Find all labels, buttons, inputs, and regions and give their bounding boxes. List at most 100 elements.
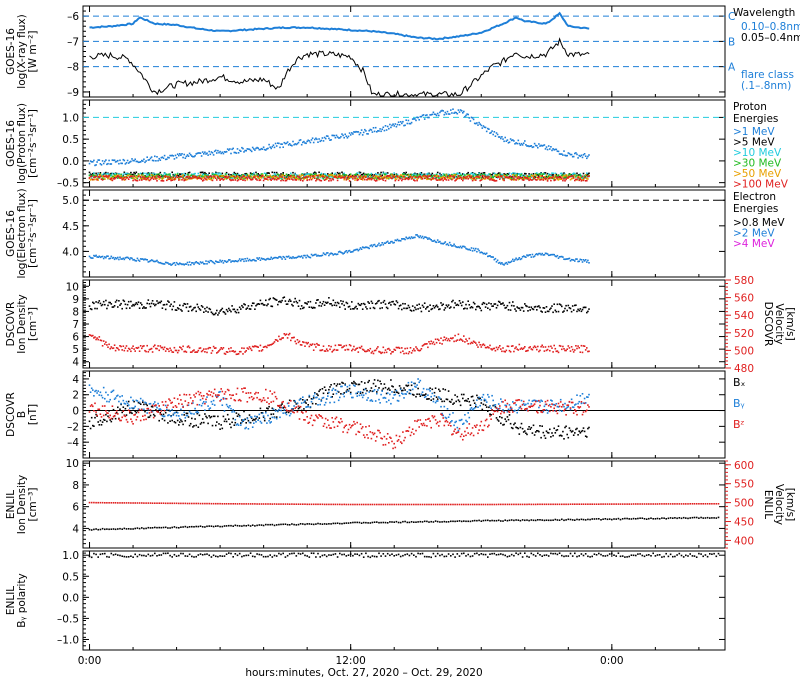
data-point <box>386 348 389 350</box>
data-point <box>181 263 183 266</box>
data-point <box>138 350 141 352</box>
data-point <box>317 299 319 301</box>
data-point <box>198 347 201 350</box>
data-point <box>273 175 276 178</box>
data-point <box>97 176 99 178</box>
data-point <box>410 236 413 238</box>
data-point <box>546 176 549 179</box>
data-point <box>321 303 324 305</box>
data-point <box>291 257 293 260</box>
data-point <box>518 178 521 180</box>
data-point <box>533 345 536 347</box>
data-point <box>430 179 432 181</box>
data-point <box>388 347 390 350</box>
data-point <box>189 176 192 178</box>
data-point <box>563 310 565 312</box>
data-point <box>139 161 142 163</box>
data-point <box>233 176 236 178</box>
data-point <box>469 174 472 177</box>
data-point <box>174 309 177 311</box>
data-point <box>510 177 513 180</box>
data-point <box>296 302 299 304</box>
data-point <box>98 255 101 258</box>
data-point <box>360 174 363 176</box>
data-point <box>320 399 323 401</box>
data-point <box>480 309 483 312</box>
data-point <box>230 261 232 263</box>
data-point <box>172 155 175 157</box>
data-point <box>392 242 394 244</box>
data-point <box>396 346 399 349</box>
data-point <box>253 148 255 150</box>
data-point <box>341 381 343 384</box>
data-point <box>489 255 491 257</box>
data-point <box>553 344 555 347</box>
data-point <box>195 153 197 155</box>
data-point <box>260 302 263 305</box>
data-point <box>304 345 306 347</box>
data-point <box>159 412 162 414</box>
data-point <box>320 175 323 177</box>
data-point <box>215 172 217 175</box>
data-point <box>93 254 95 257</box>
data-point <box>554 309 557 312</box>
data-point <box>212 154 215 156</box>
data-point <box>339 172 341 175</box>
data-point <box>244 179 246 182</box>
data-point <box>300 177 303 180</box>
data-point <box>409 174 412 177</box>
data-point <box>553 177 555 179</box>
data-point <box>529 174 531 177</box>
data-point <box>223 177 226 179</box>
data-point <box>480 346 483 348</box>
data-point <box>509 175 512 177</box>
data-point <box>176 173 179 175</box>
data-point <box>288 399 291 402</box>
data-point <box>546 179 549 181</box>
data-point <box>106 176 108 178</box>
data-point <box>357 351 360 353</box>
data-point <box>329 303 331 305</box>
data-point <box>377 130 379 132</box>
data-point <box>542 346 545 348</box>
data-point <box>325 252 328 254</box>
data-point <box>419 395 422 397</box>
data-point <box>420 236 423 239</box>
data-point <box>132 407 134 410</box>
data-point <box>173 178 176 181</box>
data-point <box>451 245 453 247</box>
data-point <box>221 307 224 310</box>
data-point <box>578 176 580 178</box>
data-point <box>413 394 415 396</box>
data-point <box>294 177 296 180</box>
data-point <box>154 304 156 307</box>
data-point <box>355 383 357 385</box>
data-point <box>566 258 568 260</box>
data-point <box>204 151 206 153</box>
data-point <box>119 304 121 306</box>
data-point <box>359 175 362 178</box>
data-point <box>565 178 567 181</box>
data-point <box>436 398 439 400</box>
data-point <box>297 141 300 144</box>
data-point <box>530 256 533 258</box>
data-point <box>459 174 462 177</box>
data-point <box>204 413 206 415</box>
data-point <box>349 308 352 310</box>
data-point <box>362 176 365 179</box>
data-point <box>96 179 98 181</box>
data-point <box>258 175 261 178</box>
data-point <box>115 174 118 177</box>
data-point <box>94 336 96 338</box>
data-point <box>577 308 579 311</box>
data-point <box>414 306 416 309</box>
y-tick-label: 4 <box>72 374 79 386</box>
data-point <box>220 309 222 311</box>
data-point <box>475 342 477 344</box>
data-point <box>275 416 278 418</box>
data-point <box>233 308 236 311</box>
data-point <box>341 175 343 177</box>
data-point <box>285 411 288 413</box>
data-point <box>502 263 504 266</box>
data-line <box>89 11 590 41</box>
